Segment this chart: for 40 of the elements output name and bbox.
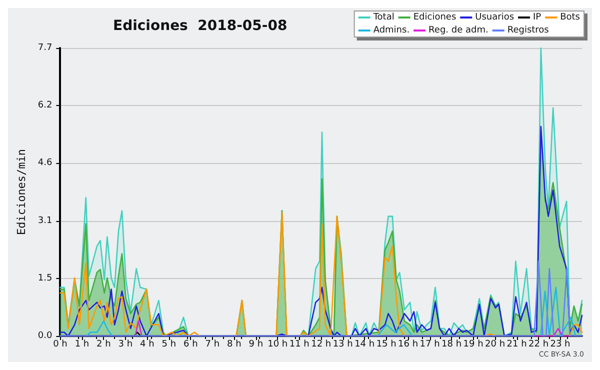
legend-label: Reg. de adm. xyxy=(428,26,488,36)
x-tick-label: 13 h xyxy=(332,340,353,350)
x-tick-label: 8 h xyxy=(226,340,242,350)
x-tick-label: 17 h xyxy=(420,340,440,350)
x-tick-label: 18 h xyxy=(442,340,462,350)
y-tick-label: 1.5 xyxy=(38,273,52,284)
y-tick-label: 0.0 xyxy=(38,331,52,341)
x-tick-label: 20 h xyxy=(485,340,506,350)
x-tick-label: 5 h xyxy=(162,340,176,350)
x-tick-label: 7 h xyxy=(205,340,220,350)
x-tick-label: 2 h xyxy=(96,340,111,350)
x-tick-label: 10 h xyxy=(268,340,288,350)
legend-label: Usuarios xyxy=(475,12,514,22)
x-tick-label: 4 h xyxy=(140,340,154,350)
y-tick-label: 7.7 xyxy=(38,43,52,53)
y-tick-label: 6.2 xyxy=(38,100,52,111)
x-tick-label: 23 h xyxy=(550,340,570,350)
x-tick-label: 21 h xyxy=(506,340,527,350)
legend-label: Ediciones xyxy=(413,12,456,22)
x-tick-label: 14 h xyxy=(354,340,375,350)
x-tick-label: 19 h xyxy=(463,340,484,350)
legend-label: Admins. xyxy=(373,26,410,36)
x-tick-label: 16 h xyxy=(398,340,418,350)
x-tick-label: 9 h xyxy=(248,340,264,350)
chart-title: Ediciones 2018-05-08 xyxy=(113,18,288,34)
y-axis-title: Ediciones/min xyxy=(15,148,28,236)
x-tick-label: 1 h xyxy=(74,340,90,350)
legend-label: Bots xyxy=(560,12,580,22)
x-tick-label: 3 h xyxy=(118,340,133,350)
x-tick-label: 0 h xyxy=(53,340,68,350)
x-tick-label: 12 h xyxy=(311,340,332,350)
legend-label: Total xyxy=(372,12,394,22)
y-tick-label: 4.6 xyxy=(38,158,52,168)
legend-label: IP xyxy=(533,12,542,22)
legend-label: Registros xyxy=(507,26,550,36)
x-tick-label: 22 h xyxy=(528,340,549,350)
y-tick-label: 3.1 xyxy=(38,216,52,226)
x-tick-label: 11 h xyxy=(289,340,310,350)
x-tick-label: 15 h xyxy=(376,340,396,350)
x-tick-label: 6 h xyxy=(184,340,198,350)
